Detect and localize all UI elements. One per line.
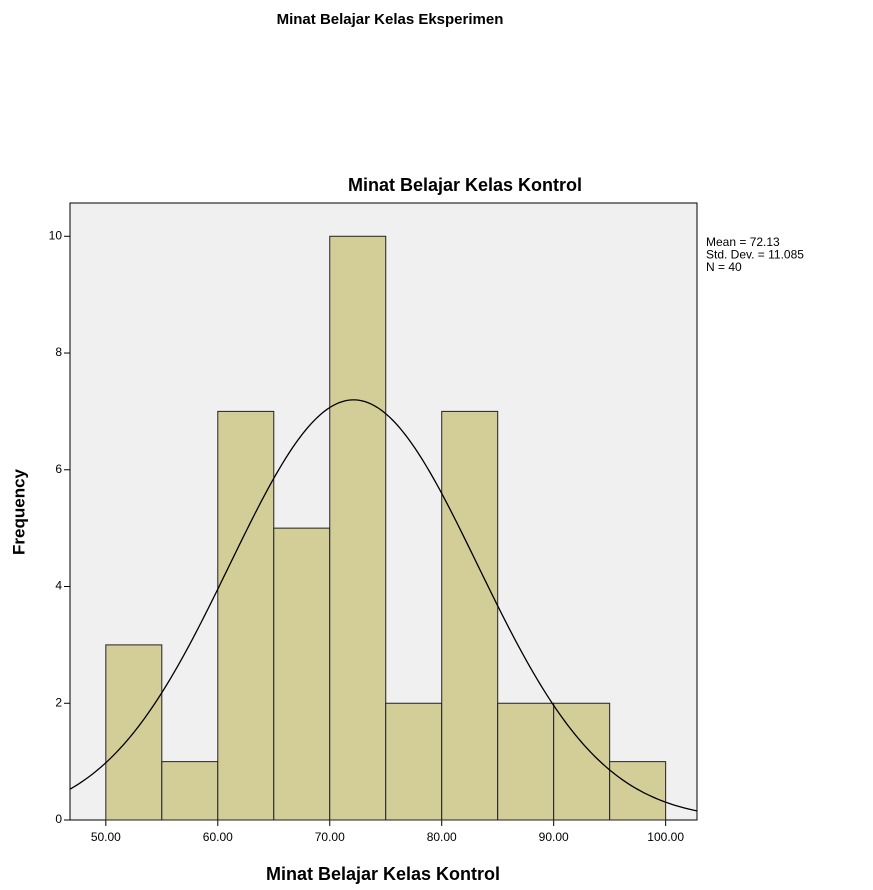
y-tick-label: 6 [55, 462, 62, 476]
bar [274, 528, 330, 820]
x-tick-label: 50.00 [91, 830, 121, 844]
bar [554, 703, 610, 820]
x-tick-label: 90.00 [539, 830, 569, 844]
bar [498, 703, 554, 820]
bar [610, 762, 666, 820]
chart-title: Minat Belajar Kelas Kontrol [348, 175, 582, 195]
x-tick-label: 100.00 [647, 830, 684, 844]
bar [218, 411, 274, 820]
bar [386, 703, 442, 820]
y-axis-label: Frequency [9, 468, 28, 555]
y-tick-label: 2 [55, 695, 62, 709]
x-tick-label: 70.00 [315, 830, 345, 844]
x-axis-label: Minat Belajar Kelas Kontrol [266, 864, 500, 884]
bar [162, 762, 218, 820]
x-tick-label: 80.00 [427, 830, 457, 844]
chart: Minat Belajar Kelas Eksperimen Minat Bel… [0, 0, 873, 890]
y-tick-label: 0 [55, 812, 62, 826]
y-tick-label: 8 [55, 345, 62, 359]
x-tick-label: 60.00 [203, 830, 233, 844]
stat-label: N = 40 [706, 260, 742, 274]
y-tick-label: 4 [55, 579, 62, 593]
header: Minat Belajar Kelas Eksperimen [277, 11, 504, 28]
y-tick-label: 10 [49, 228, 63, 242]
bar [442, 411, 498, 820]
bar [330, 236, 386, 820]
